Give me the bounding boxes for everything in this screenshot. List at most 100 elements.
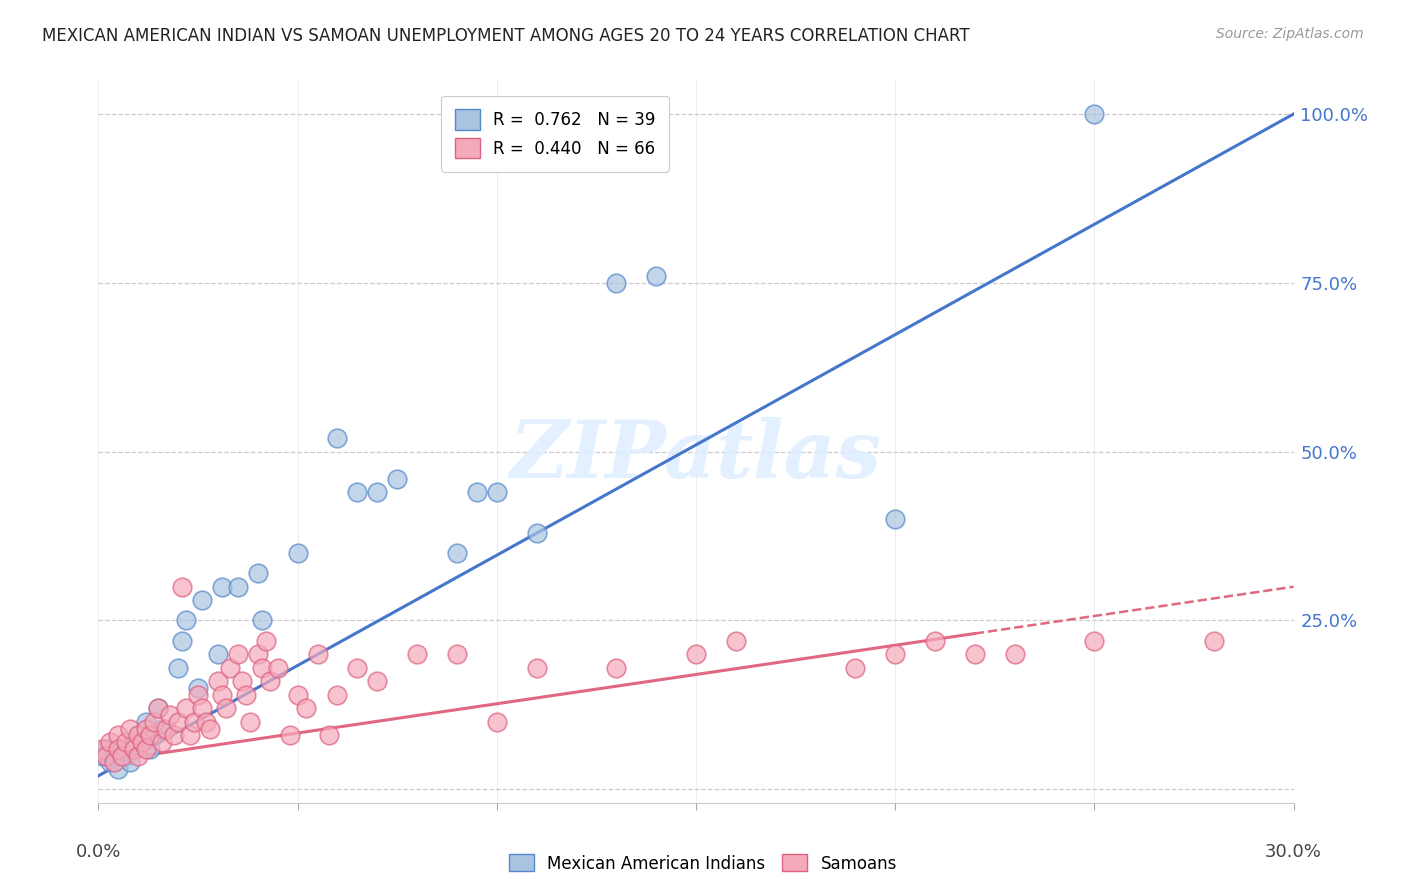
Point (143, 714, 166, 729)
Point (235, 688, 257, 702)
Text: MEXICAN AMERICAN INDIAN VS SAMOAN UNEMPLOYMENT AMONG AGES 20 TO 24 YEARS CORRELA: MEXICAN AMERICAN INDIAN VS SAMOAN UNEMPL… (42, 27, 970, 45)
Point (103, 748, 125, 763)
Point (107, 728, 129, 742)
Point (135, 722, 157, 736)
Point (187, 681, 209, 695)
Point (150, 735, 173, 749)
Point (191, 701, 214, 715)
Point (103, 756, 125, 770)
Point (115, 748, 138, 763)
Text: Source: ZipAtlas.com: Source: ZipAtlas.com (1216, 27, 1364, 41)
Point (287, 688, 309, 702)
Point (107, 741, 129, 756)
Point (135, 714, 157, 729)
Text: 0.0%: 0.0% (76, 843, 121, 862)
Point (963, 647, 986, 661)
Point (366, 485, 388, 500)
Point (191, 593, 214, 607)
Text: ZIPatlas: ZIPatlas (510, 417, 882, 495)
Point (1083, 633, 1105, 648)
Point (211, 580, 233, 594)
Point (98, 735, 122, 749)
Point (148, 701, 170, 715)
Point (139, 728, 162, 742)
Point (150, 722, 173, 736)
Legend: R =  0.762   N = 39, R =  0.440   N = 66: R = 0.762 N = 39, R = 0.440 N = 66 (441, 95, 669, 171)
Point (605, 276, 627, 290)
Point (215, 701, 238, 715)
Point (211, 688, 233, 702)
Point (246, 566, 269, 581)
Point (250, 614, 273, 628)
Point (326, 431, 349, 445)
Point (366, 674, 388, 689)
Point (139, 741, 162, 756)
Point (278, 728, 301, 742)
Point (685, 647, 707, 661)
Point (183, 714, 205, 729)
Point (884, 647, 907, 661)
Point (143, 728, 166, 742)
Point (346, 485, 368, 500)
Point (406, 647, 429, 661)
Point (385, 472, 409, 486)
Point (1083, 107, 1105, 121)
Point (250, 661, 273, 675)
Point (267, 661, 290, 675)
Point (131, 735, 153, 749)
Point (135, 741, 157, 756)
Point (107, 762, 129, 776)
Point (1202, 633, 1225, 648)
Text: 30.0%: 30.0% (1265, 843, 1322, 862)
Point (155, 722, 177, 736)
Point (259, 674, 281, 689)
Point (174, 701, 197, 715)
Point (91, 748, 114, 763)
Point (111, 748, 134, 763)
Point (287, 546, 309, 560)
Point (226, 580, 249, 594)
Point (346, 661, 368, 675)
Point (159, 708, 181, 723)
Point (254, 633, 277, 648)
Point (485, 714, 508, 729)
Point (326, 688, 349, 702)
Point (219, 661, 242, 675)
Point (163, 728, 186, 742)
Point (844, 661, 866, 675)
Point (526, 661, 548, 675)
Point (115, 735, 138, 749)
Point (172, 580, 194, 594)
Point (198, 722, 221, 736)
Point (207, 674, 229, 689)
Point (167, 714, 190, 729)
Point (239, 714, 262, 729)
Point (246, 647, 269, 661)
Point (124, 735, 146, 749)
Point (131, 735, 153, 749)
Point (187, 688, 209, 702)
Point (485, 485, 508, 500)
Point (195, 714, 218, 729)
Point (96, 748, 118, 763)
Point (226, 647, 249, 661)
Point (924, 633, 946, 648)
Point (465, 485, 488, 500)
Point (127, 748, 149, 763)
Point (124, 741, 146, 756)
Point (127, 728, 149, 742)
Point (446, 647, 468, 661)
Point (446, 546, 468, 560)
Point (127, 728, 149, 742)
Point (120, 722, 142, 736)
Point (96, 741, 118, 756)
Point (605, 661, 627, 675)
Point (207, 647, 229, 661)
Point (179, 728, 201, 742)
Legend: Mexican American Indians, Samoans: Mexican American Indians, Samoans (502, 847, 904, 880)
Point (307, 647, 329, 661)
Point (172, 633, 194, 648)
Point (148, 701, 170, 715)
Point (167, 661, 190, 675)
Point (231, 674, 253, 689)
